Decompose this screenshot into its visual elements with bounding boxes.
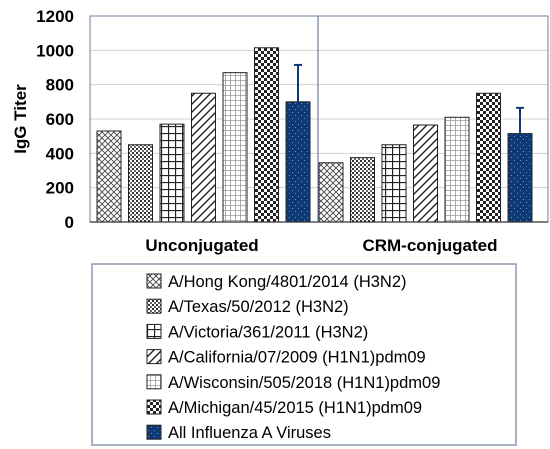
y-tick-label: 0 [65,213,74,232]
legend-swatch [146,298,162,314]
y-tick-label: 600 [46,110,74,129]
bar [413,124,438,223]
x-axis-categories: Unconjugated CRM-conjugated [145,236,497,255]
bar [381,144,407,223]
bar [128,144,153,223]
legend-label: All Influenza A Viruses [168,424,331,442]
legend-label: A/Michigan/45/2015 (H1N1)pdm09 [168,399,422,417]
y-axis-title: IgG Titer [11,84,30,154]
legend-label: A/California/07/2009 (H1N1)pdm09 [168,349,426,367]
bar [350,157,375,223]
legend-swatch [146,323,162,339]
legend-label: A/Victoria/361/2011 (H3N2) [168,323,368,341]
axes [89,15,549,223]
legend-box [91,263,517,446]
bars [96,47,533,223]
legend-swatch [146,424,162,440]
bar [444,116,470,223]
bar [159,123,185,223]
bar [222,72,248,223]
legend-swatch [146,399,162,415]
legend-label: A/Wisconsin/505/2018 (H1N1)pdm09 [168,374,440,392]
x-category-label: Unconjugated [145,236,258,255]
bar [476,92,501,223]
legend-swatch [146,273,162,289]
legend-label: A/Texas/50/2012 (H3N2) [168,298,349,316]
bar [507,133,533,223]
y-tick-label: 1000 [36,41,74,60]
y-tick-label: 1200 [36,7,74,26]
y-tick-label: 800 [46,76,74,95]
y-tick-label: 400 [46,144,74,163]
legend: A/Hong Kong/4801/2014 (H3N2) A/Texas/50/2… [91,263,517,446]
legend-swatch [146,349,162,365]
bar [285,101,311,223]
bar [96,130,122,223]
bar [318,162,344,223]
bar [191,92,216,223]
bar [254,47,279,223]
y-tick-label: 200 [46,179,74,198]
x-category-label: CRM-conjugated [362,236,497,255]
legend-swatch [146,374,162,390]
legend-label: A/Hong Kong/4801/2014 (H3N2) [168,273,407,291]
y-axis-ticks: 0 200 400 600 800 1000 1200 [36,7,74,232]
